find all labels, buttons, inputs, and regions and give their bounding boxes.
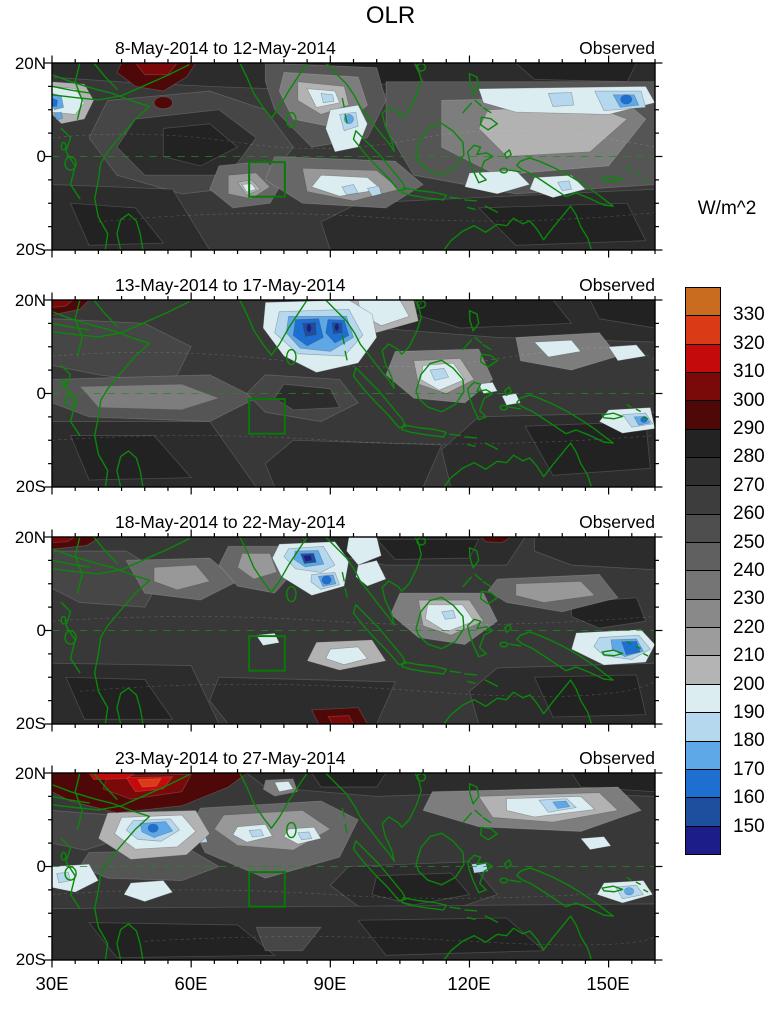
colorbar-tick-label: 270 (733, 474, 765, 496)
colorbar-cell (686, 826, 720, 854)
panel-4-source-label: Observed (579, 748, 655, 768)
colorbar-cell (686, 401, 720, 430)
colorbar-cell (686, 599, 720, 629)
colorbar-tick-label: 170 (733, 758, 765, 780)
colorbar-tick-label: 320 (733, 332, 765, 354)
lat-label-20s: 20S (15, 714, 46, 733)
colorbar-tick-label: 220 (733, 616, 765, 638)
lat-label-0: 0 (36, 384, 46, 403)
lon-label-90e: 90E (313, 973, 347, 994)
panel-1-date-range: 8-May-2014 to 12-May-2014 (115, 38, 336, 58)
target-box (248, 635, 286, 672)
colorbar-cell (686, 514, 720, 544)
colorbar-tick-label: 310 (733, 361, 765, 383)
colorbar-cell (686, 713, 720, 742)
colorbar-tick-label: 290 (733, 418, 765, 439)
colorbar-units-label: W/m^2 (697, 198, 757, 219)
panel-3: 18-May-2014 to 22-May-2014 Observed 20N … (15, 512, 663, 733)
colorbar-cell (686, 316, 720, 345)
colorbar (685, 287, 721, 855)
map-panel-4 (44, 765, 663, 968)
target-box (248, 398, 286, 435)
colorbar-tick-label: 330 (733, 304, 765, 326)
colorbar-cell (686, 429, 720, 459)
target-box (248, 161, 286, 198)
lon-label-150e: 150E (586, 973, 630, 994)
colorbar-tick-label: 160 (733, 787, 765, 809)
colorbar-cell (686, 344, 720, 374)
colorbar-tick-label: 150 (733, 815, 765, 837)
lat-label-0: 0 (36, 147, 46, 166)
panel-2: 13-May-2014 to 17-May-2014 Observed 20N … (15, 275, 663, 496)
colorbar-tick-label: 180 (733, 730, 765, 752)
lat-label-20n: 20N (14, 54, 46, 73)
colorbar-tick-label: 190 (733, 702, 765, 723)
colorbar-tick-label: 280 (733, 446, 765, 468)
lat-label-20n: 20N (14, 528, 46, 547)
colorbar-tick-labels: 330 320 310 300 290 280 270 260 250 240 230 220 210 2… (733, 287, 781, 855)
colorbar-cell (686, 571, 720, 600)
contour-fill-blobs (52, 537, 655, 724)
map-panel-2 (44, 292, 663, 495)
panel-3-date-range: 18-May-2014 to 22-May-2014 (115, 512, 346, 532)
lat-label-0: 0 (36, 857, 46, 876)
colorbar-tick-label: 260 (733, 503, 765, 525)
colorbar-tick-label: 300 (733, 389, 765, 411)
contour-fill-blobs (52, 773, 655, 960)
colorbar-cell (686, 288, 720, 317)
lon-label-30e: 30E (35, 973, 69, 994)
panel-3-source-label: Observed (579, 512, 655, 532)
lat-label-20s: 20S (15, 950, 46, 969)
contour-fill-blobs (52, 63, 655, 250)
colorbar-cell (686, 628, 720, 657)
figure-title: OLR (365, 2, 416, 29)
lat-label-20n: 20N (14, 291, 46, 310)
lat-label-20s: 20S (15, 477, 46, 496)
colorbar-cell (686, 798, 720, 827)
map-panel-3 (44, 529, 663, 732)
colorbar-cell (686, 741, 720, 770)
colorbar-tick-label: 200 (733, 673, 765, 695)
colorbar-cell (686, 373, 720, 402)
target-box (248, 871, 286, 908)
colorbar-cell (686, 769, 720, 799)
panel-2-date-range: 13-May-2014 to 17-May-2014 (115, 275, 346, 295)
panel-4-date-range: 23-May-2014 to 27-May-2014 (115, 748, 346, 768)
lat-label-20n: 20N (14, 764, 46, 783)
lon-label-60e: 60E (174, 973, 208, 994)
lat-label-0: 0 (36, 621, 46, 640)
panel-2-source-label: Observed (579, 275, 655, 295)
panel-1-source-label: Observed (579, 38, 655, 58)
colorbar-tick-label: 210 (733, 645, 765, 667)
map-panel-1 (44, 55, 663, 258)
colorbar-cell (686, 458, 720, 487)
contour-fill-blobs (52, 300, 655, 487)
panel-4: 23-May-2014 to 27-May-2014 Observed 20N … (15, 748, 663, 969)
colorbar-cell (686, 486, 720, 515)
panel-1: 8-May-2014 to 12-May-2014 Observed 20N 0… (15, 38, 663, 259)
colorbar-cell (686, 684, 720, 714)
colorbar-cell (686, 656, 720, 685)
colorbar-tick-label: 240 (733, 560, 765, 581)
colorbar-tick-label: 230 (733, 588, 765, 610)
lat-label-20s: 20S (15, 240, 46, 259)
colorbar-tick-label: 250 (733, 531, 765, 553)
lon-label-120e: 120E (447, 973, 491, 994)
colorbar-cell (686, 543, 720, 572)
